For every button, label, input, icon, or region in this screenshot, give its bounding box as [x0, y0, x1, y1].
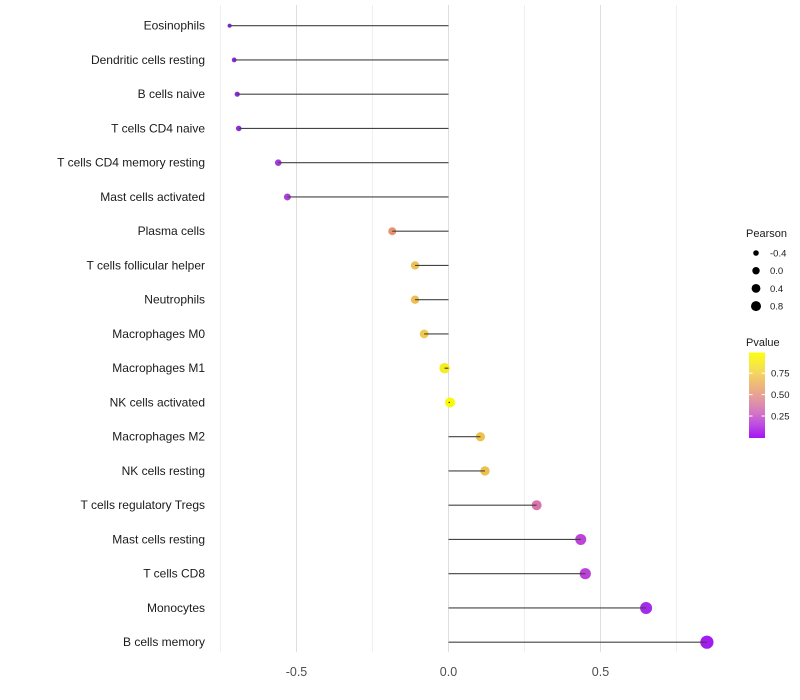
legend-pearson-label: 0.4 — [770, 284, 783, 295]
lollipop-dot — [439, 363, 450, 374]
legend-pvalue-tick-label: 0.25 — [771, 412, 790, 423]
x-axis-tick-label: 0.0 — [440, 665, 457, 679]
y-axis-category-label: Dendritic cells resting — [91, 53, 205, 67]
legends-group: Pearson -0.4 0.0 0.4 0.8 Pvalue 0.75 0.50 0.25 — [746, 228, 790, 438]
y-axis-category-label: T cells regulatory Tregs — [81, 498, 206, 512]
legend-pearson-label: 0.8 — [770, 302, 783, 313]
legend-pearson-label: 0.0 — [770, 266, 783, 277]
legend-pearson-title: Pearson — [746, 228, 787, 240]
y-axis-category-label: NK cells activated — [110, 395, 205, 409]
legend-pvalue-colorbar — [749, 352, 765, 438]
y-axis-category-label: B cells memory — [123, 635, 205, 649]
legend-pearson-dot — [751, 301, 761, 312]
y-axis-category-label: Plasma cells — [138, 224, 205, 238]
y-axis-category-label: Monocytes — [147, 601, 205, 615]
y-axis-category-label: Mast cells resting — [112, 532, 205, 546]
y-axis-category-label: Macrophages M0 — [112, 327, 205, 341]
y-axis-category-label: T cells follicular helper — [87, 258, 206, 272]
y-axis-category-label: Macrophages M2 — [112, 430, 205, 444]
y-axis-category-label: T cells CD4 naive — [111, 121, 205, 135]
legend-pearson-label: -0.4 — [770, 249, 786, 260]
lollipop-dot — [579, 568, 591, 580]
legend-pearson-dot — [752, 267, 760, 275]
y-axis-category-label: Macrophages M1 — [112, 361, 205, 375]
axis-text-group: -0.5 0.0 0.5 Eosinophils Dendritic cells res… — [57, 19, 609, 679]
y-axis-category-label: T cells CD4 memory resting — [57, 156, 205, 170]
y-axis-category-label: Neutrophils — [144, 293, 205, 307]
legend-pvalue-title: Pvalue — [746, 337, 780, 349]
gridlines-group — [220, 5, 677, 652]
y-axis-category-label: NK cells resting — [122, 464, 205, 478]
y-axis-category-label: Eosinophils — [144, 19, 205, 33]
y-axis-category-label: B cells naive — [138, 87, 206, 101]
legend-pearson-dot — [753, 250, 759, 256]
legend-pearson-dot — [751, 284, 761, 293]
y-axis-category-label: Mast cells activated — [100, 190, 205, 204]
y-axis-category-label: T cells CD8 — [143, 567, 205, 581]
legend-pvalue-tick-label: 0.75 — [771, 369, 790, 380]
x-axis-tick-label: -0.5 — [286, 665, 308, 679]
legend-pvalue-tick-label: 0.50 — [771, 390, 790, 401]
lollipop-dots-group — [227, 23, 714, 649]
x-axis-tick-label: 0.5 — [592, 665, 609, 679]
lollipop-stems-group — [229, 25, 707, 643]
